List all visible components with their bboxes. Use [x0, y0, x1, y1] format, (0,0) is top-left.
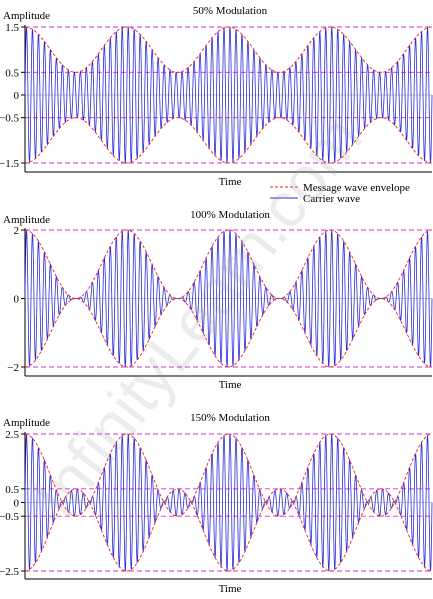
- y-tick-label: −2: [7, 362, 19, 374]
- legend-label: Carrier wave: [303, 193, 360, 205]
- y-tick-label: 0.5: [5, 67, 19, 79]
- message-envelope-lower: [24, 117, 433, 164]
- message-envelope-upper: [24, 26, 433, 73]
- y-tick-label: 2.5: [5, 429, 19, 441]
- x-axis-label: Time: [219, 379, 242, 391]
- message-envelope-lower: [24, 488, 433, 572]
- chart-title: 50% Modulation: [193, 5, 268, 17]
- y-tick-label: 2: [14, 225, 20, 237]
- y-tick-label: −0.5: [0, 511, 19, 523]
- x-axis-label: Time: [219, 176, 242, 188]
- y-axis-label: Amplitude: [3, 214, 50, 226]
- chart-title: 150% Modulation: [190, 412, 270, 424]
- y-axis-label: Amplitude: [3, 10, 50, 22]
- message-envelope-upper: [24, 433, 433, 517]
- y-tick-label: −0.5: [0, 113, 19, 125]
- y-tick-label: 0: [14, 90, 20, 102]
- y-tick-label: −1.5: [0, 158, 19, 170]
- y-axis-label: Amplitude: [3, 417, 50, 429]
- y-tick-label: −2.5: [0, 566, 19, 578]
- y-tick-label: 0: [14, 498, 20, 510]
- y-tick-label: 0: [14, 294, 20, 306]
- carrier-wave-line: [24, 26, 433, 164]
- y-tick-label: 1.5: [5, 22, 19, 34]
- legend-label: Message wave envelope: [303, 182, 410, 194]
- carrier-wave-line: [24, 229, 433, 368]
- x-axis-label: Time: [219, 583, 242, 595]
- chart-title: 100% Modulation: [190, 209, 270, 221]
- y-tick-label: 0.5: [5, 484, 19, 496]
